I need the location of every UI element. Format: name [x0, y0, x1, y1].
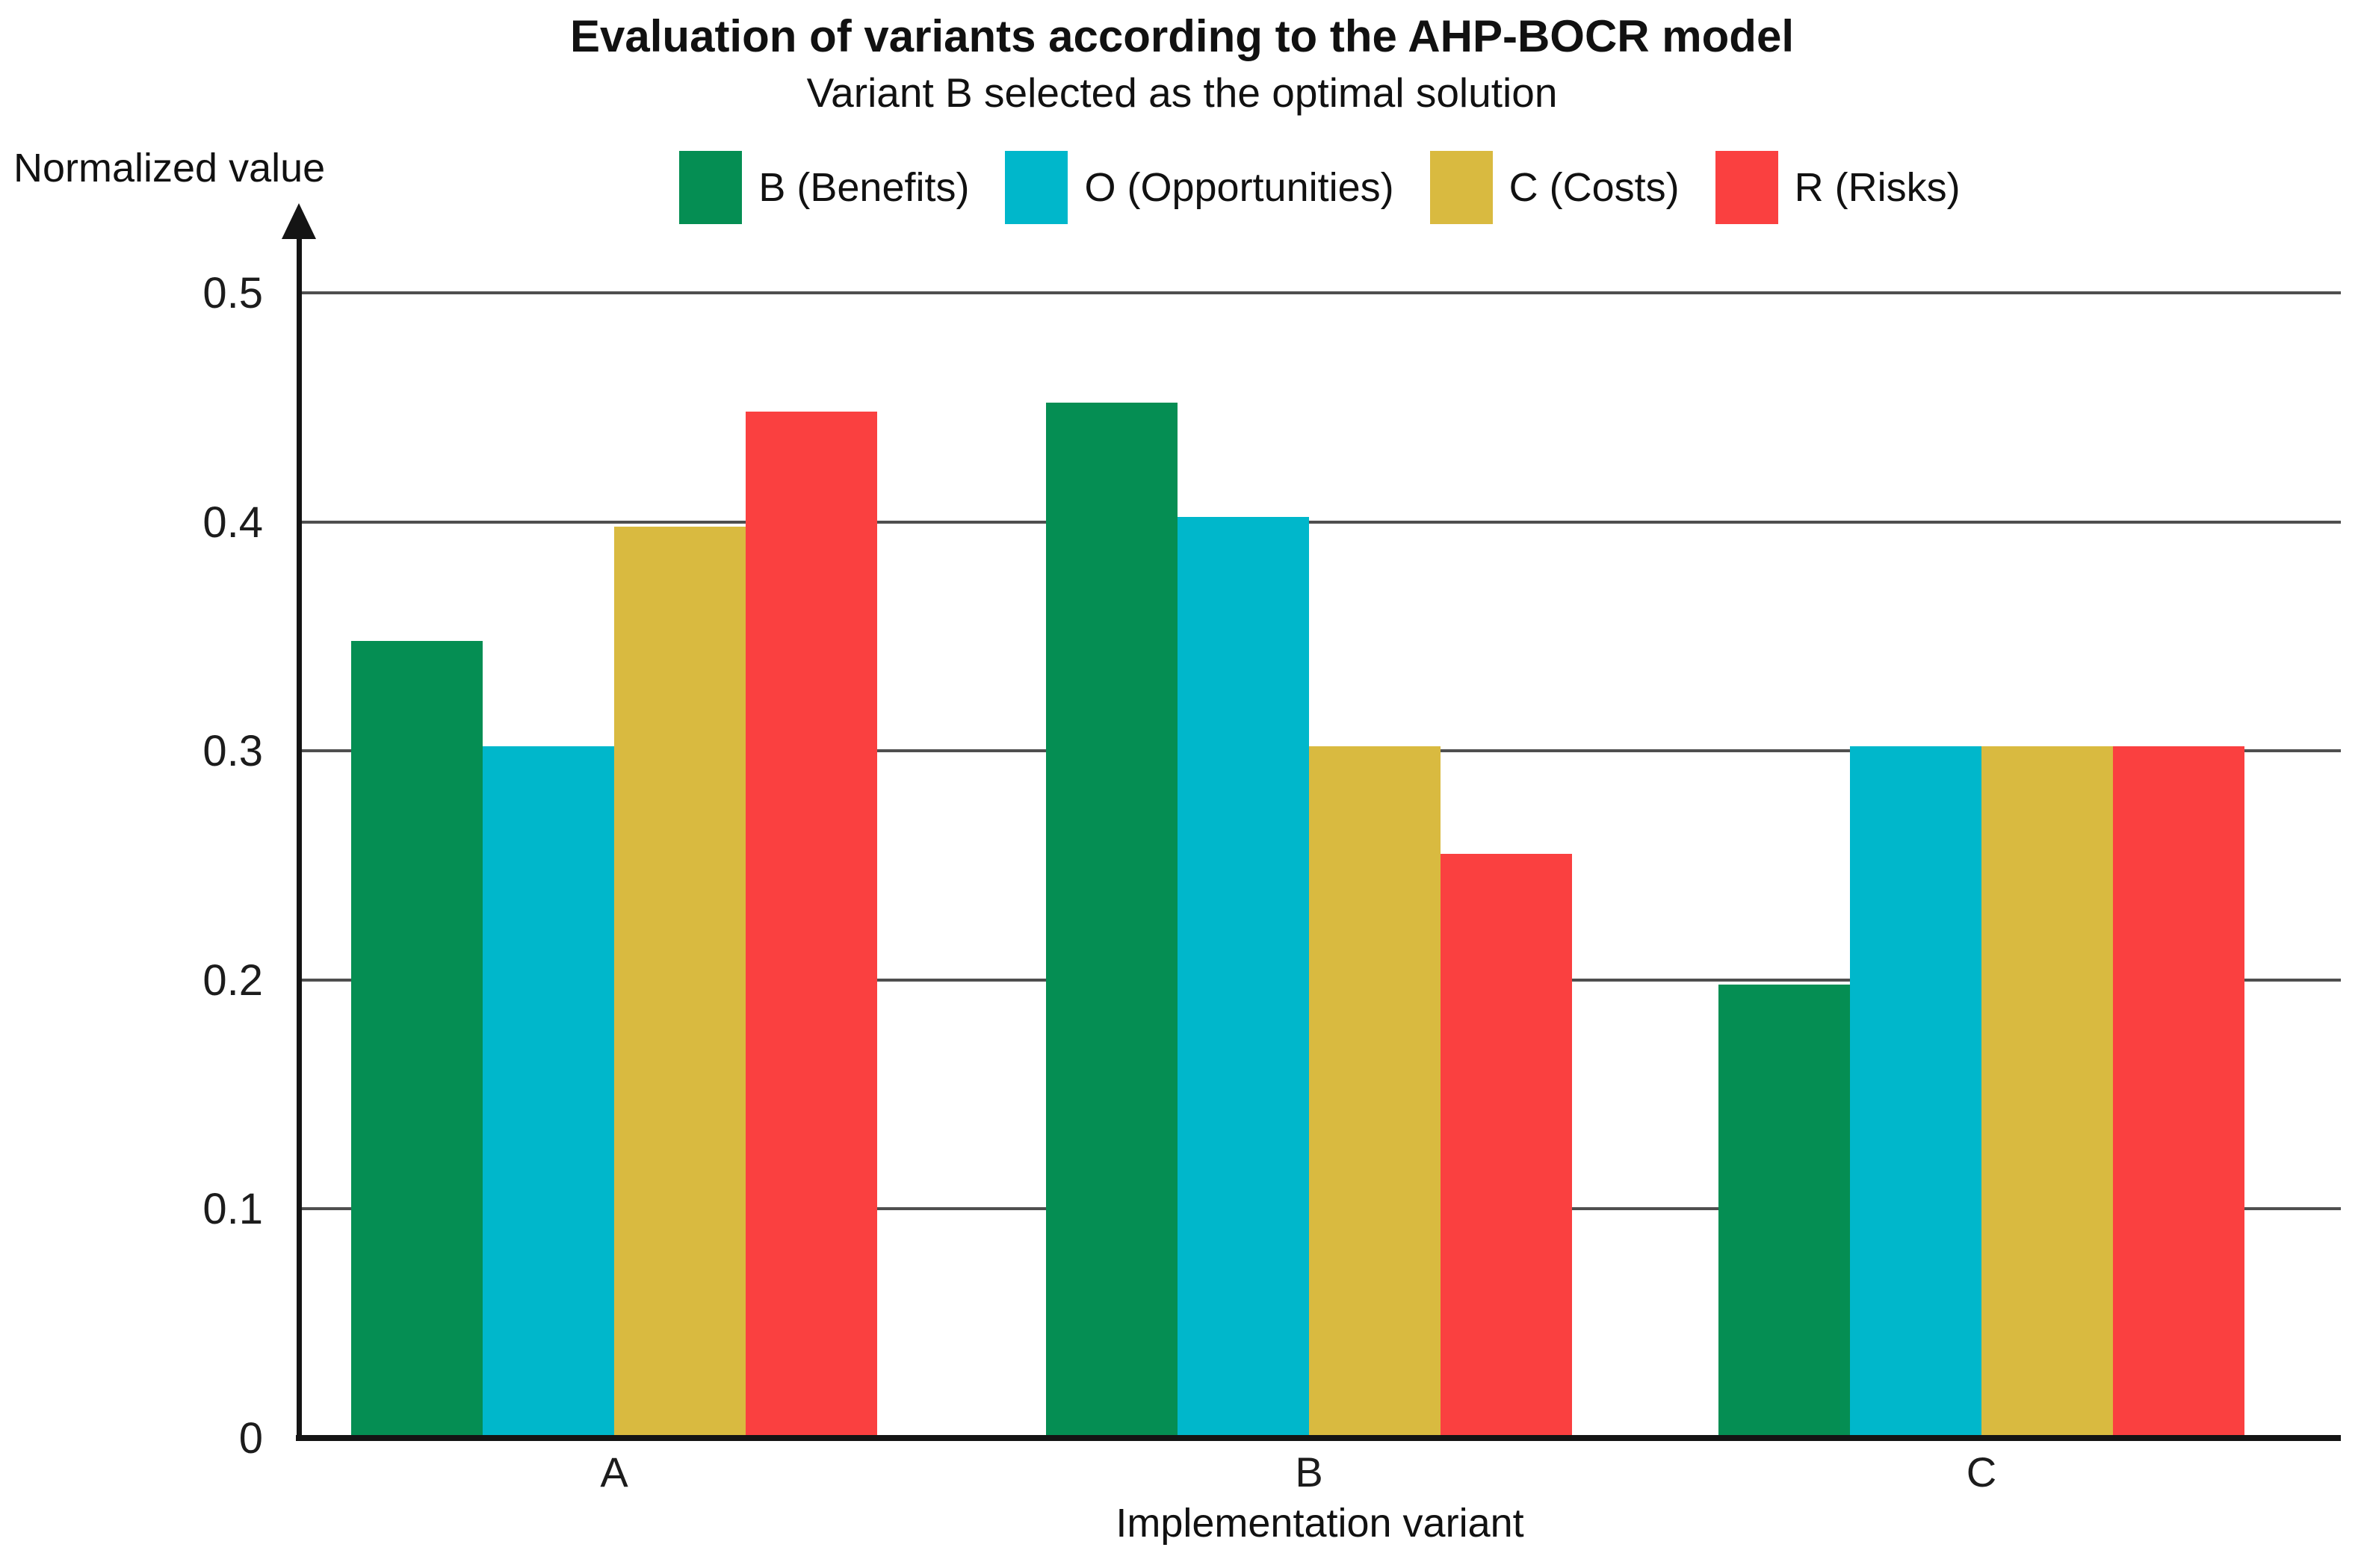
legend-label: O (Opportunities) — [1084, 165, 1394, 210]
x-tick-label-C: C — [1966, 1448, 1997, 1496]
bar-C-C — [1981, 746, 2113, 1438]
y-axis — [297, 229, 302, 1441]
legend-label: R (Risks) — [1794, 165, 1961, 210]
bar-A-O — [483, 746, 614, 1438]
gridline — [299, 291, 2341, 294]
bar-C-B — [1718, 985, 1850, 1438]
legend: B (Benefits) O (Opportunities) C (Costs) R … — [299, 148, 2341, 227]
y-tick-label-0.5: 0.5 — [202, 269, 263, 317]
y-tick-label-0: 0 — [238, 1414, 263, 1463]
x-tick-label-B: B — [1295, 1448, 1323, 1496]
y-tick-label-0.1: 0.1 — [202, 1185, 263, 1234]
x-tick-label-A: A — [600, 1448, 628, 1496]
y-tick-label-0.2: 0.2 — [202, 955, 263, 1005]
legend-swatch-icon — [1429, 151, 1493, 224]
legend-swatch-icon — [1715, 151, 1778, 224]
legend-swatch-icon — [679, 151, 743, 224]
bar-B-C — [1309, 746, 1441, 1438]
legend-item-O: O (Opportunities) — [1005, 151, 1394, 224]
bar-A-R — [746, 412, 877, 1438]
bar-B-B — [1046, 403, 1178, 1438]
bar-B-O — [1178, 517, 1309, 1438]
bar-A-B — [351, 641, 483, 1438]
legend-label: C (Costs) — [1509, 165, 1680, 210]
y-axis-title: Normalized value — [13, 146, 326, 190]
bar-C-O — [1850, 746, 1981, 1438]
legend-item-C: C (Costs) — [1429, 151, 1680, 224]
chart-title: Evaluation of variants according to the … — [570, 11, 1794, 61]
x-axis — [296, 1435, 2341, 1441]
legend-label: B (Benefits) — [758, 165, 970, 210]
x-axis-title: Implementation variant — [1116, 1501, 1524, 1546]
y-tick-label-0.3: 0.3 — [202, 727, 263, 776]
y-axis-arrow — [282, 203, 316, 239]
legend-swatch-icon — [1005, 151, 1068, 224]
gridline — [299, 520, 2341, 524]
bar-C-R — [2113, 746, 2244, 1438]
legend-item-R: R (Risks) — [1715, 151, 1961, 224]
chart-subtitle: Variant B selected as the optimal soluti… — [806, 69, 1558, 116]
bar-A-C — [614, 527, 746, 1438]
bar-B-R — [1441, 854, 1572, 1438]
legend-item-B: B (Benefits) — [679, 151, 969, 224]
y-tick-label-0.4: 0.4 — [202, 498, 263, 547]
